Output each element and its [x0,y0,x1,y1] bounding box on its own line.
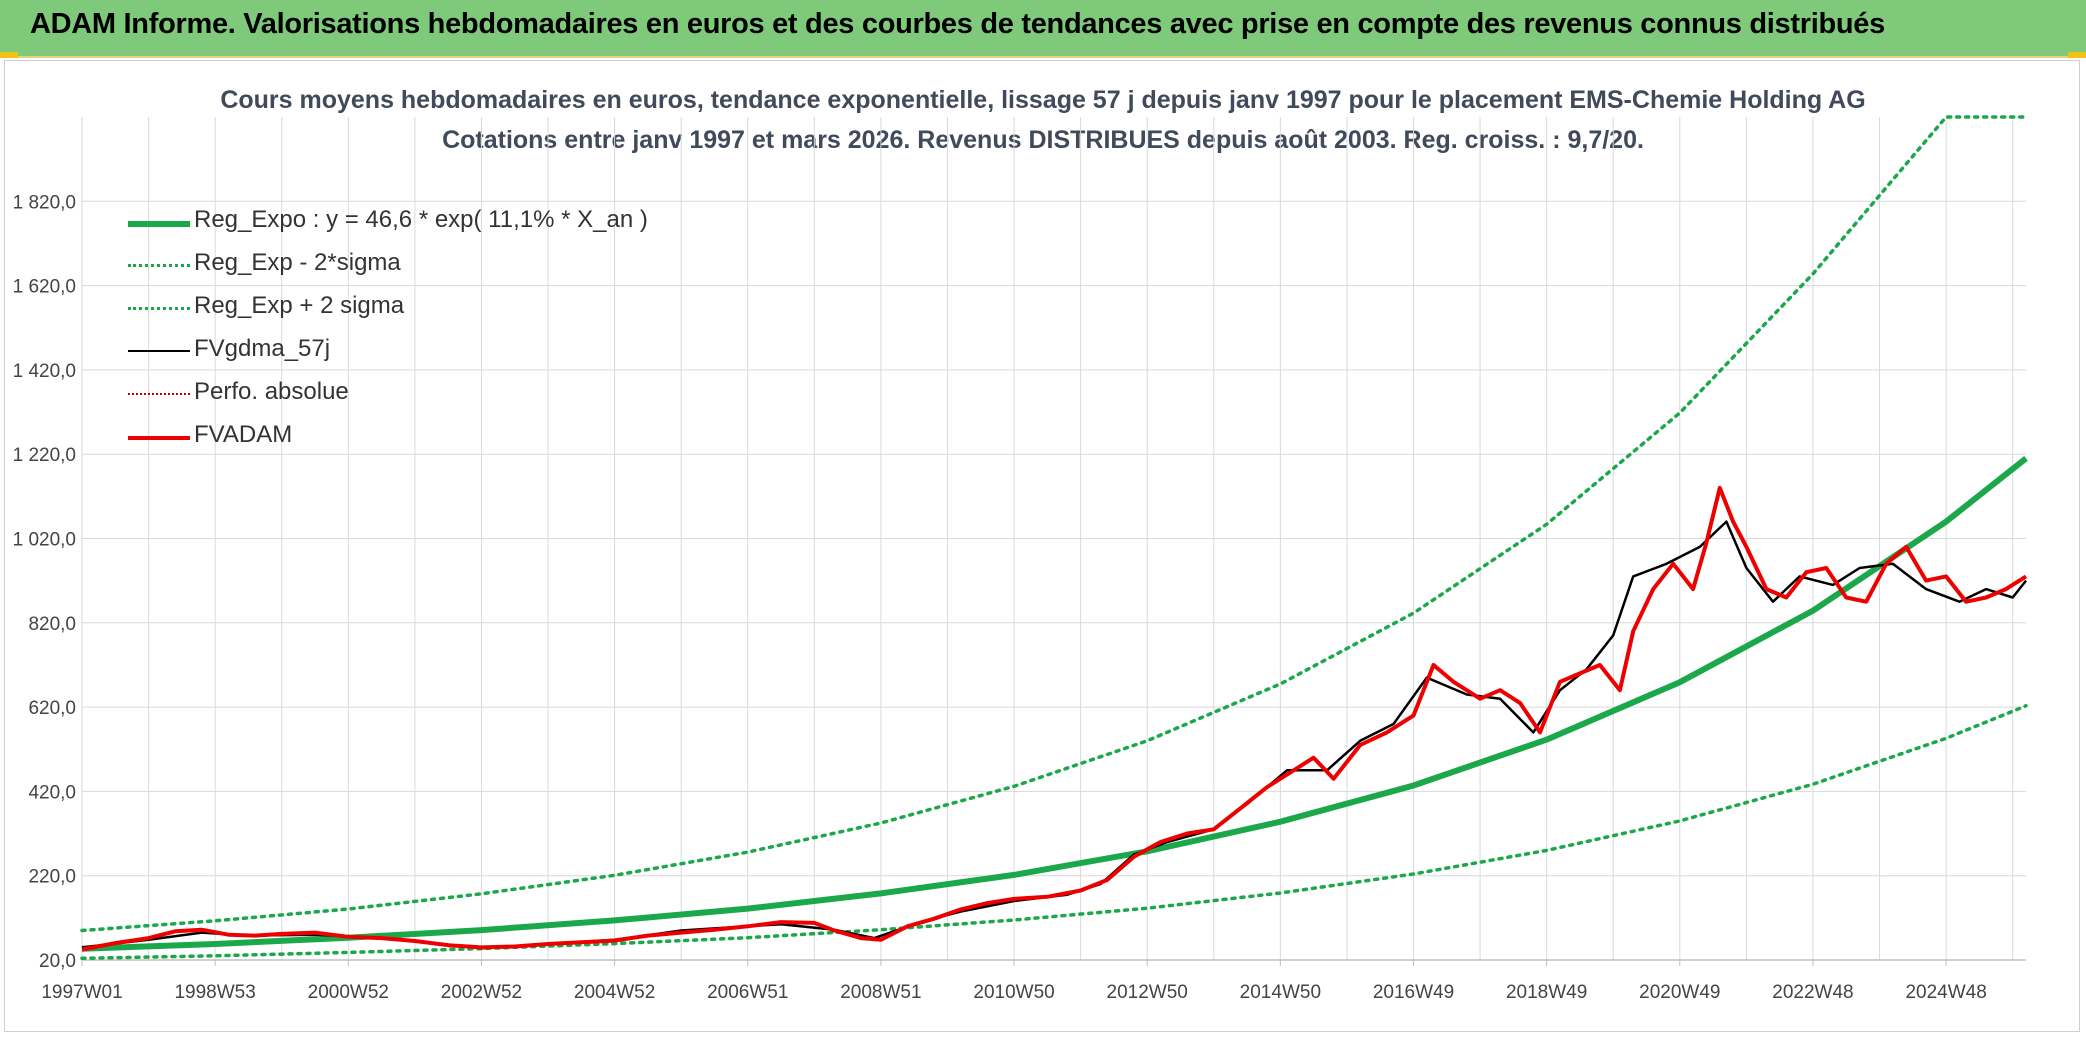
x-tick-label: 2024W48 [1905,982,1986,1003]
legend-label: Reg_Expo : y = 46,6 * exp( 11,1% * X_an … [194,206,648,233]
x-tick-label: 2004W52 [574,982,655,1003]
y-tick-label: 20,0 [39,951,76,972]
legend-label: Perfo. absolue [194,378,349,405]
y-tick-label: 1 620,0 [13,277,76,298]
x-tick-label: 1998W53 [174,982,255,1003]
x-tick-label: 2022W48 [1772,982,1853,1003]
x-tick-label: 2012W50 [1107,982,1188,1003]
series-line-band [80,115,2028,933]
legend-swatch [128,350,190,352]
series-line-trend [81,456,2028,952]
legend-swatch [128,436,190,440]
legend-swatch [128,264,190,267]
y-tick-label: 820,0 [28,614,76,635]
x-tick-label: 2006W51 [707,982,788,1003]
legend-swatch [128,221,190,227]
x-tick-label: 2016W49 [1373,982,1454,1003]
chart-title: Cours moyens hebdomadaires en euros, ten… [220,86,1866,114]
legend-label: FVgdma_57j [194,335,331,362]
y-tick-label: 1 420,0 [13,361,76,382]
report-banner: ADAM Informe. Valorisations hebdomadaire… [0,0,2086,58]
y-tick-label: 220,0 [28,867,76,888]
series-line-price [81,485,2028,952]
x-tick-label: 2020W49 [1639,982,1720,1003]
legend-label: FVADAM [194,421,293,448]
series-line-smooth [81,520,2027,950]
corner-mark-right [2068,52,2086,58]
report-title: ADAM Informe. Valorisations hebdomadaire… [30,8,1885,40]
y-tick-label: 1 020,0 [13,530,76,551]
y-tick-label: 420,0 [28,782,76,803]
chart-subtitle: Cotations entre janv 1997 et mars 2026. … [442,126,1644,154]
chart-frame [4,60,2080,1032]
x-tick-label: 2008W51 [840,982,921,1003]
legend-label: Reg_Exp + 2 sigma [194,292,405,319]
series-line-band [80,704,2028,961]
corner-mark-left [0,52,18,58]
legend-swatch [128,307,190,310]
legend-label: Reg_Exp - 2*sigma [194,249,401,276]
y-tick-label: 1 220,0 [13,445,76,466]
x-tick-label: 2002W52 [441,982,522,1003]
x-tick-label: 2010W50 [973,982,1054,1003]
x-tick-label: 2018W49 [1506,982,1587,1003]
x-tick-label: 2000W52 [308,982,389,1003]
x-tick-label: 2014W50 [1240,982,1321,1003]
x-tick-label: 1997W01 [41,982,122,1003]
y-tick-label: 1 820,0 [13,192,76,213]
y-tick-label: 620,0 [28,698,76,719]
legend-swatch [128,393,190,395]
